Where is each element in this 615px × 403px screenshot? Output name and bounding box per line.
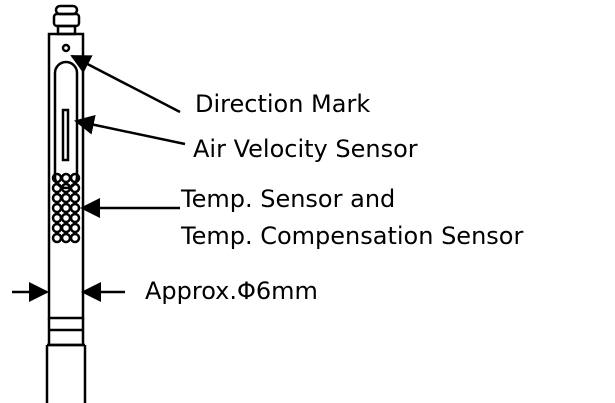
holes: [51, 172, 81, 244]
label: Temp. Compensation Sensor: [180, 222, 523, 250]
label: Air Velocity Sensor: [193, 135, 418, 163]
probe: [45, 4, 87, 403]
label: Direction Mark: [195, 90, 370, 118]
label: Approx.Φ6mm: [145, 277, 318, 305]
label: Temp. Sensor and: [180, 185, 395, 213]
leaders: [12, 54, 186, 302]
